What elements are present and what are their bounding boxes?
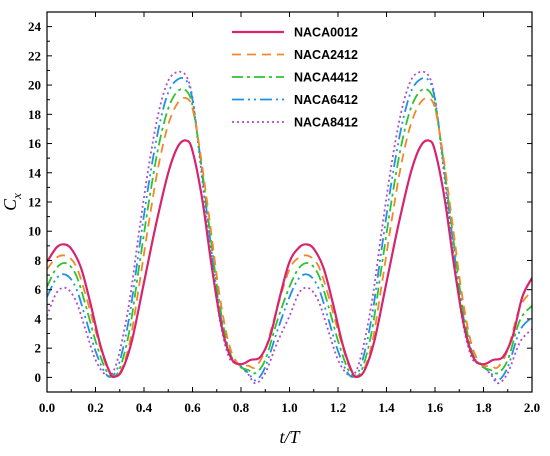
x-tick-label: 0.0 bbox=[39, 400, 55, 415]
y-tick-label: 0 bbox=[35, 370, 42, 385]
y-tick-label: 6 bbox=[35, 282, 42, 297]
legend-label: NACA6412 bbox=[294, 93, 358, 107]
series-layer bbox=[47, 70, 532, 385]
x-tick-label: 0.6 bbox=[184, 400, 201, 415]
plot-frame bbox=[46, 11, 533, 393]
x-tick-label: 1.6 bbox=[427, 400, 444, 415]
y-axis-title: Cx bbox=[0, 193, 24, 211]
series-line-naca4412 bbox=[47, 88, 532, 378]
y-tick-label: 22 bbox=[28, 48, 41, 63]
legend-label: NACA8412 bbox=[294, 116, 358, 130]
series-line-naca2412 bbox=[47, 96, 532, 379]
x-tick-label: 0.8 bbox=[233, 400, 250, 415]
x-tick-label: 0.2 bbox=[87, 400, 103, 415]
legend-label: NACA4412 bbox=[294, 71, 358, 85]
legend-item-naca4412: NACA4412 bbox=[232, 71, 358, 85]
y-tick-label: 24 bbox=[28, 19, 42, 34]
x-axis-title: t/T bbox=[279, 427, 301, 447]
x-tick-label: 2.0 bbox=[524, 400, 540, 415]
legend-label: NACA2412 bbox=[294, 48, 358, 62]
y-tick-label: 18 bbox=[28, 107, 42, 122]
x-tick-label: 0.4 bbox=[136, 400, 153, 415]
y-tick-label: 4 bbox=[35, 311, 42, 326]
legend-item-naca6412: NACA6412 bbox=[232, 93, 358, 107]
x-tick-label: 1.0 bbox=[281, 400, 297, 415]
x-tick-label: 1.8 bbox=[475, 400, 492, 415]
y-tick-label: 12 bbox=[28, 195, 41, 210]
series-line-naca8412 bbox=[47, 70, 532, 385]
y-tick-label: 10 bbox=[28, 224, 41, 239]
series-line-naca6412 bbox=[47, 77, 532, 382]
legend-item-naca0012: NACA0012 bbox=[232, 26, 358, 40]
x-tick-label: 1.2 bbox=[330, 400, 346, 415]
x-tick-label: 1.4 bbox=[378, 400, 395, 415]
series-line-naca0012 bbox=[47, 139, 532, 379]
legend: NACA0012 NACA2412 NACA4412 NACA6412 NACA8412 bbox=[232, 26, 358, 130]
legend-item-naca8412: NACA8412 bbox=[232, 116, 358, 130]
y-tick-label: 2 bbox=[35, 341, 42, 356]
legend-label: NACA0012 bbox=[294, 26, 358, 40]
x-axis: 0.0 0.2 0.4 0.6 0.8 1.0 1.2 1.4 1.6 1.8 2.0 bbox=[39, 12, 540, 415]
y-tick-label: 20 bbox=[28, 78, 41, 93]
y-tick-label: 16 bbox=[28, 136, 42, 151]
y-tick-label: 14 bbox=[28, 165, 42, 180]
y-tick-label: 8 bbox=[35, 253, 42, 268]
legend-item-naca2412: NACA2412 bbox=[232, 48, 358, 62]
